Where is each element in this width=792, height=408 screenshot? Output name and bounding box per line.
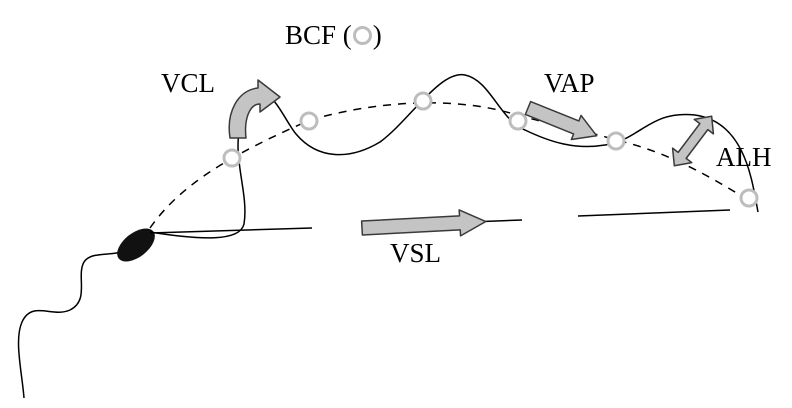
sperm-head (117, 228, 155, 262)
bcf-label: BCF () (285, 22, 382, 49)
alh-double-arrow-icon (671, 115, 715, 167)
vcl-curved-arrow-icon (228, 79, 281, 139)
sperm-tail (17, 247, 136, 399)
vsl-line-segment-3 (577, 209, 731, 217)
vcl-label: VCL (161, 68, 215, 98)
bcf-label-text: BCF (285, 20, 337, 50)
bcf-point (222, 148, 242, 168)
vsl-label: VSL (390, 238, 442, 268)
alh-label: ALH (716, 142, 772, 172)
bcf-legend-circle-icon (352, 26, 372, 45)
bcf-point (739, 188, 759, 208)
vap-arrow-icon (524, 100, 598, 141)
vsl-line-segment-1 (149, 227, 313, 234)
bcf-point (508, 111, 528, 131)
vap-label: VAP (544, 68, 595, 98)
vsl-arrow-icon (360, 209, 487, 237)
bcf-point (299, 111, 319, 131)
bcf-point (413, 91, 433, 111)
vcl-path (149, 74, 759, 239)
bcf-open-paren: ( (342, 20, 352, 50)
bcf-close-paren: ) (372, 20, 382, 50)
bcf-points (222, 91, 759, 208)
bcf-point (606, 131, 626, 151)
